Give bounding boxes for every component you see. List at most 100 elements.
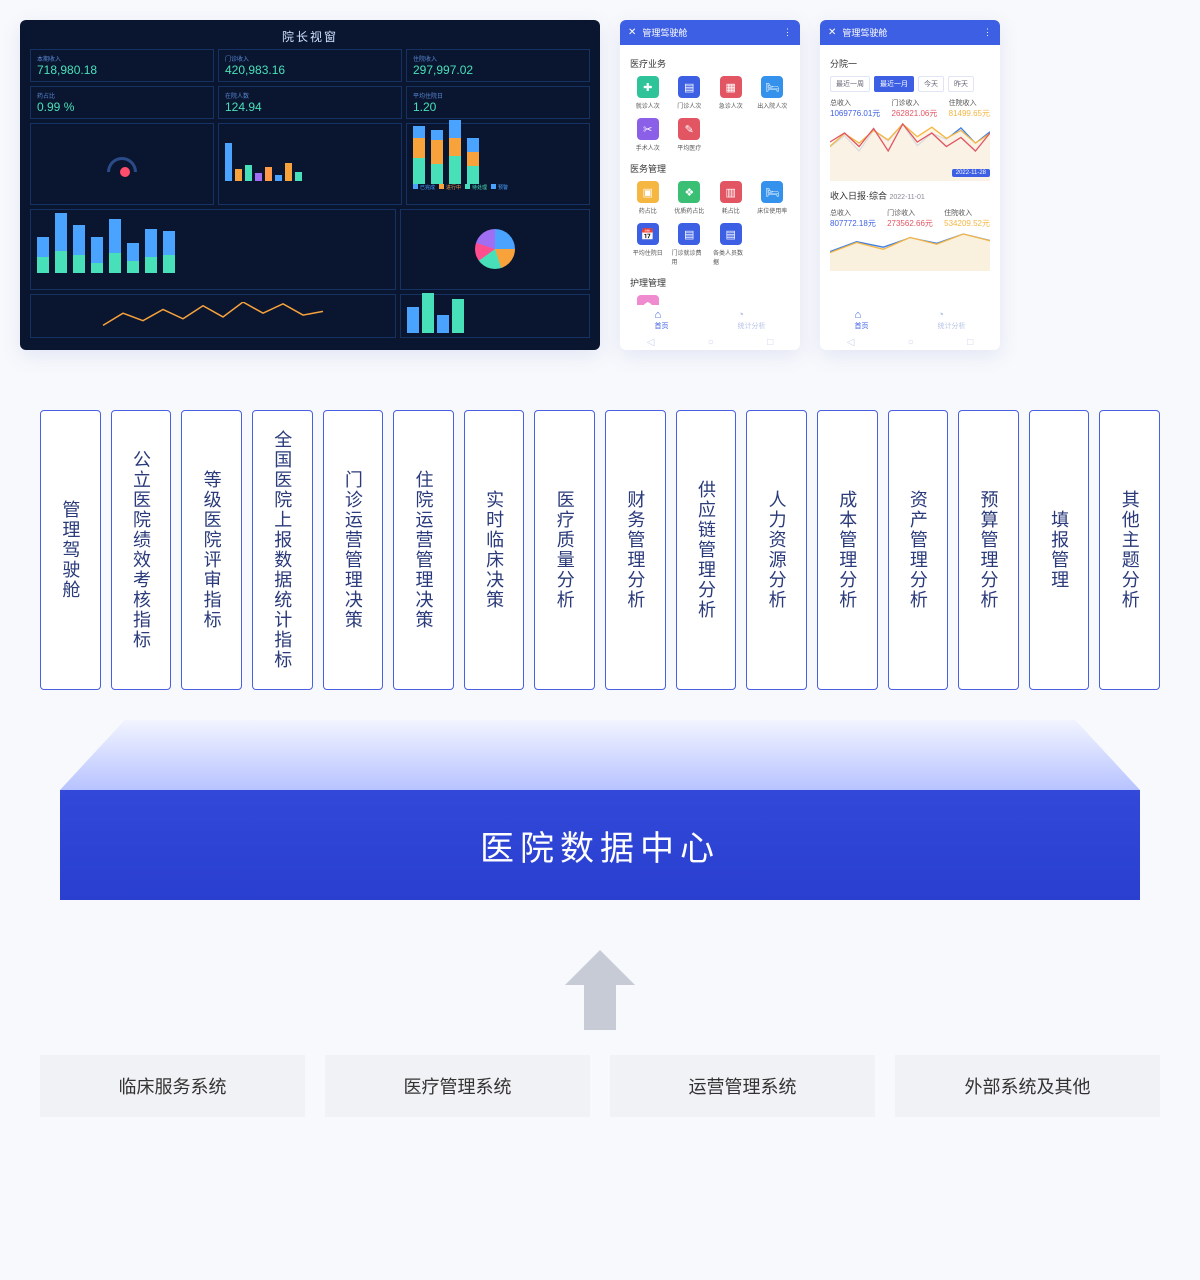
module-pillar[interactable]: 门诊运营管理决策 — [323, 410, 384, 690]
menu-tile[interactable]: ▤各类人员数据 — [713, 223, 749, 266]
range-tab[interactable]: 最近一周 — [830, 76, 870, 92]
close-icon[interactable]: ✕ — [828, 27, 836, 38]
module-pillar[interactable]: 公立医院绩效考核指标 — [111, 410, 172, 690]
pillar-label: 门诊运营管理决策 — [340, 470, 366, 630]
module-pillar[interactable]: 资产管理分析 — [888, 410, 949, 690]
mobile-body: 医疗业务✚就诊人次▤门诊人次▦急诊人次🛏出入院人次✂手术人次✎平均医疗医务管理▣… — [620, 45, 800, 305]
section-title: 收入日报·综合 2022-11-01 — [830, 189, 990, 202]
tile-label: 急诊人次 — [719, 101, 743, 110]
dashboard-spark-row — [30, 294, 590, 338]
kpi-card: 平均住院日 1.20 — [406, 86, 590, 119]
metric: 总收入807772.18元 — [830, 208, 876, 229]
tile-icon: ✚ — [637, 76, 659, 98]
bar-card — [218, 123, 402, 205]
pillar-label: 成本管理分析 — [834, 490, 860, 610]
source-system-box[interactable]: 临床服务系统 — [40, 1055, 305, 1117]
module-pillar[interactable]: 管理驾驶舱 — [40, 410, 101, 690]
module-pillar[interactable]: 人力资源分析 — [746, 410, 807, 690]
close-icon[interactable]: ✕ — [628, 27, 636, 38]
section-title: 医疗业务 — [630, 57, 790, 70]
tile-label: 就诊人次 — [636, 101, 660, 110]
source-system-box[interactable]: 运营管理系统 — [610, 1055, 875, 1117]
home-icon[interactable]: ○ — [708, 337, 714, 348]
module-pillar[interactable]: 供应链管理分析 — [676, 410, 737, 690]
menu-tile[interactable]: ▥耗占比 — [713, 181, 749, 215]
android-nav-bar: ◁ ○ □ — [820, 335, 1000, 350]
data-center-slab: 医院数据中心 — [20, 720, 1180, 910]
metric: 总收入1069776.01元 — [830, 98, 880, 119]
menu-tile[interactable]: ▦急诊人次 — [713, 76, 749, 110]
back-icon[interactable]: ◁ — [647, 337, 655, 348]
menu-tile[interactable]: 🛏出入院人次 — [755, 76, 791, 110]
menu-tile[interactable]: ❖优质药占比 — [672, 181, 708, 215]
dashboard-title: 院长视窗 — [30, 28, 590, 45]
home-icon[interactable]: ○ — [908, 337, 914, 348]
module-pillar[interactable]: 财务管理分析 — [605, 410, 666, 690]
pillar-label: 供应链管理分析 — [693, 480, 719, 620]
menu-tile[interactable]: ▣药占比 — [630, 181, 666, 215]
range-tab[interactable]: 昨天 — [948, 76, 974, 92]
tile-icon: 🛏 — [761, 76, 783, 98]
mobile-header: ✕ 管理驾驶舱 ⋮ — [820, 20, 1000, 45]
gauge-card — [30, 123, 214, 205]
kpi-card: 本期收入 718,980.18 — [30, 49, 214, 82]
module-pillar[interactable]: 其他主题分析 — [1099, 410, 1160, 690]
source-system-box[interactable]: 医疗管理系统 — [325, 1055, 590, 1117]
dashboard-kpi-row2: 药占比 0.99 % 在院人数 124.94 平均住院日 1.20 — [30, 86, 590, 119]
recents-icon[interactable]: □ — [767, 337, 773, 348]
menu-tile[interactable]: 🛏床位使用率 — [755, 181, 791, 215]
tile-label: 手术人次 — [636, 143, 660, 152]
module-pillar[interactable]: 全国医院上报数据统计指标 — [252, 410, 313, 690]
bottom-bars-card — [30, 209, 396, 291]
range-tab[interactable]: 最近一月 — [874, 76, 914, 92]
source-system-box[interactable]: 外部系统及其他 — [895, 1055, 1160, 1117]
module-pillar[interactable]: 成本管理分析 — [817, 410, 878, 690]
more-icon[interactable]: ⋮ — [783, 27, 792, 38]
mobile-bottom-nav: ⌂首页 ◔统计分析 — [820, 305, 1000, 335]
module-pillar[interactable]: 医疗质量分析 — [534, 410, 595, 690]
module-pillar[interactable]: 住院运营管理决策 — [393, 410, 454, 690]
tile-icon: ☗ — [637, 295, 659, 305]
mobile-bottom-nav: ⌂首页 ◔统计分析 — [620, 305, 800, 335]
pillar-label: 填报管理 — [1046, 510, 1072, 590]
date-badge: 2022-11-28 — [952, 169, 990, 177]
menu-tile[interactable]: ✂手术人次 — [630, 118, 666, 152]
slab-front-face: 医院数据中心 — [60, 790, 1140, 900]
metric: 门诊收入262821.06元 — [892, 98, 938, 119]
menu-tile[interactable]: ✚ 就诊人次 — [630, 76, 666, 110]
mobile-dashboard-charts: ✕ 管理驾驶舱 ⋮ 分院一最近一周最近一月今天昨天总收入1069776.01元门… — [820, 20, 1000, 350]
mobile-header: ✕ 管理驾驶舱 ⋮ — [620, 20, 800, 45]
tile-icon: ▤ — [678, 76, 700, 98]
menu-tile[interactable]: ✎平均医疗 — [672, 118, 708, 152]
menu-tile[interactable]: ▤门诊就诊费用 — [672, 223, 708, 266]
tile-icon: ▤ — [720, 223, 742, 245]
dashboard-kpi-row1: 本期收入 718,980.18 门诊收入 420,983.16 住院收入 297… — [30, 49, 590, 82]
module-pillar[interactable]: 等级医院评审指标 — [181, 410, 242, 690]
nav-item[interactable]: ⌂首页 — [655, 309, 669, 331]
range-tab[interactable]: 今天 — [918, 76, 944, 92]
tile-icon: ❖ — [678, 181, 700, 203]
nav-item[interactable]: ◔统计分析 — [938, 309, 966, 331]
pillar-label: 医疗质量分析 — [552, 490, 578, 610]
nav-item[interactable]: ◔统计分析 — [738, 309, 766, 331]
module-pillar[interactable]: 实时临床决策 — [464, 410, 525, 690]
module-pillar[interactable]: 预算管理分析 — [958, 410, 1019, 690]
menu-tile[interactable]: ☗出院 — [630, 295, 666, 305]
section-title: 分院一 — [830, 57, 990, 70]
mobile-title: 管理驾驶舱 — [642, 26, 687, 39]
menu-tile[interactable]: ▤门诊人次 — [672, 76, 708, 110]
pie-card — [400, 209, 590, 291]
kpi-card: 在院人数 124.94 — [218, 86, 402, 119]
metric: 住院收入534209.52元 — [944, 208, 990, 229]
menu-tile[interactable]: 📅平均住院日 — [630, 223, 666, 266]
back-icon[interactable]: ◁ — [847, 337, 855, 348]
tile-icon: ✎ — [678, 118, 700, 140]
area-chart: 2022-11-28 — [830, 121, 990, 181]
up-arrow-icon — [565, 950, 635, 985]
pillar-label: 人力资源分析 — [764, 490, 790, 610]
more-icon[interactable]: ⋮ — [983, 27, 992, 38]
nav-item[interactable]: ⌂首页 — [855, 309, 869, 331]
recents-icon[interactable]: □ — [967, 337, 973, 348]
module-pillar[interactable]: 填报管理 — [1029, 410, 1090, 690]
area-chart — [830, 231, 990, 271]
